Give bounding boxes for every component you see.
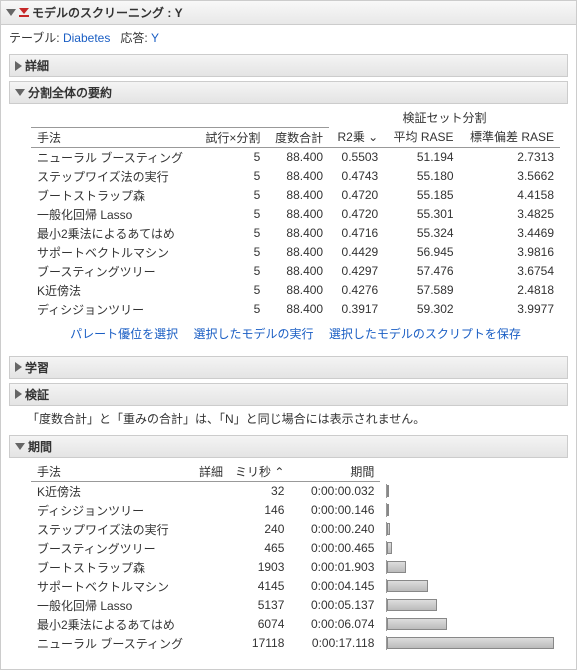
table-row[interactable]: ディシジョンツリー588.4000.391759.3023.9977 (31, 300, 560, 319)
details-section-header[interactable]: 詳細 (9, 54, 568, 77)
title-bar: モデルのスクリーニング : Y (1, 1, 576, 25)
table-row[interactable]: サポートベクトルマシン588.4000.442956.9453.9816 (31, 243, 560, 262)
duration-section-header[interactable]: 期間 (9, 435, 568, 458)
table-info-row: テーブル: Diabetes 応答: Y (1, 25, 576, 50)
save-link[interactable]: 選択したモデルのスクリプトを保存 (329, 327, 521, 341)
pareto-link[interactable]: パレート優位を選択 (70, 327, 178, 341)
table-row[interactable]: サポートベクトルマシン41450:00:04.145 (31, 577, 560, 596)
col-r2[interactable]: R2乗 ⌄ (329, 127, 384, 147)
details-title: 詳細 (25, 57, 49, 74)
learn-title: 学習 (25, 359, 49, 376)
response-label: 応答: (120, 31, 147, 45)
table-row[interactable]: 一般化回帰 Lasso588.4000.472055.3013.4825 (31, 205, 560, 224)
timing-table: 手法 詳細 ミリ秒 ⌃ 期間 K近傍法320:00:00.032ディシジョンツリ… (31, 462, 560, 653)
validate-section-header[interactable]: 検証 (9, 383, 568, 406)
table-link[interactable]: Diabetes (63, 31, 110, 45)
table-row[interactable]: ブートストラップ森588.4000.472055.1854.4158 (31, 186, 560, 205)
tcol-dur[interactable]: 期間 (290, 462, 380, 482)
summary-title: 分割全体の要約 (28, 84, 112, 101)
table-row[interactable]: K近傍法320:00:00.032 (31, 481, 560, 501)
menu-icon[interactable] (19, 8, 29, 18)
duration-content: 手法 詳細 ミリ秒 ⌃ 期間 K近傍法320:00:00.032ディシジョンツリ… (9, 458, 568, 661)
table-row[interactable]: ブースティングツリー4650:00:00.465 (31, 539, 560, 558)
table-row[interactable]: 最小2乗法によるあてはめ60740:00:06.074 (31, 615, 560, 634)
table-row[interactable]: ニューラル ブースティング171180:00:17.118 (31, 634, 560, 653)
table-row[interactable]: ニューラル ブースティング588.4000.550351.1942.7313 (31, 147, 560, 167)
expand-icon (15, 61, 22, 71)
learn-section-header[interactable]: 学習 (9, 356, 568, 379)
col-trials[interactable]: 試行×分割 (196, 127, 266, 147)
table-row[interactable]: K近傍法588.4000.427657.5892.4818 (31, 281, 560, 300)
collapse-icon (15, 443, 25, 450)
validate-title: 検証 (25, 386, 49, 403)
table-row[interactable]: ディシジョンツリー1460:00:00.146 (31, 501, 560, 520)
validate-note: 「度数合計」と「重みの合計」は、「N」と同じ場合には表示されません。 (9, 406, 568, 431)
col-freq[interactable]: 度数合計 (266, 127, 329, 147)
table-row[interactable]: ブートストラップ森19030:00:01.903 (31, 558, 560, 577)
table-row[interactable]: ステップワイズ法の実行588.4000.474355.1803.5662 (31, 167, 560, 186)
tcol-method[interactable]: 手法 (31, 462, 189, 482)
summary-table: 検証セット分割 手法 試行×分割 度数合計 R2乗 ⌄ 平均 RASE 標準偏差… (31, 108, 560, 319)
col-method[interactable]: 手法 (31, 127, 196, 147)
summary-content: 検証セット分割 手法 試行×分割 度数合計 R2乗 ⌄ 平均 RASE 標準偏差… (9, 104, 568, 352)
summary-section-header[interactable]: 分割全体の要約 (9, 81, 568, 104)
table-label: テーブル: (9, 31, 60, 45)
group-header: 検証セット分割 (329, 108, 560, 127)
run-link[interactable]: 選択したモデルの実行 (193, 327, 313, 341)
collapse-icon (15, 89, 25, 96)
main-panel: モデルのスクリーニング : Y テーブル: Diabetes 応答: Y 詳細 … (0, 0, 577, 670)
response-link[interactable]: Y (151, 31, 159, 45)
duration-title: 期間 (28, 438, 52, 455)
table-row[interactable]: ステップワイズ法の実行2400:00:00.240 (31, 520, 560, 539)
col-sd[interactable]: 標準偏差 RASE (460, 127, 560, 147)
panel-title: モデルのスクリーニング : Y (32, 4, 183, 21)
table-row[interactable]: 一般化回帰 Lasso51370:00:05.137 (31, 596, 560, 615)
collapse-icon[interactable] (6, 9, 16, 16)
expand-icon (15, 362, 22, 372)
table-row[interactable]: 最小2乗法によるあてはめ588.4000.471655.3243.4469 (31, 224, 560, 243)
tcol-details[interactable]: 詳細 (189, 462, 229, 482)
tcol-ms[interactable]: ミリ秒 ⌃ (229, 462, 290, 482)
action-links: パレート優位を選択 選択したモデルの実行 選択したモデルのスクリプトを保存 (31, 319, 560, 344)
col-mean[interactable]: 平均 RASE (384, 127, 459, 147)
expand-icon (15, 389, 22, 399)
table-row[interactable]: ブースティングツリー588.4000.429757.4763.6754 (31, 262, 560, 281)
